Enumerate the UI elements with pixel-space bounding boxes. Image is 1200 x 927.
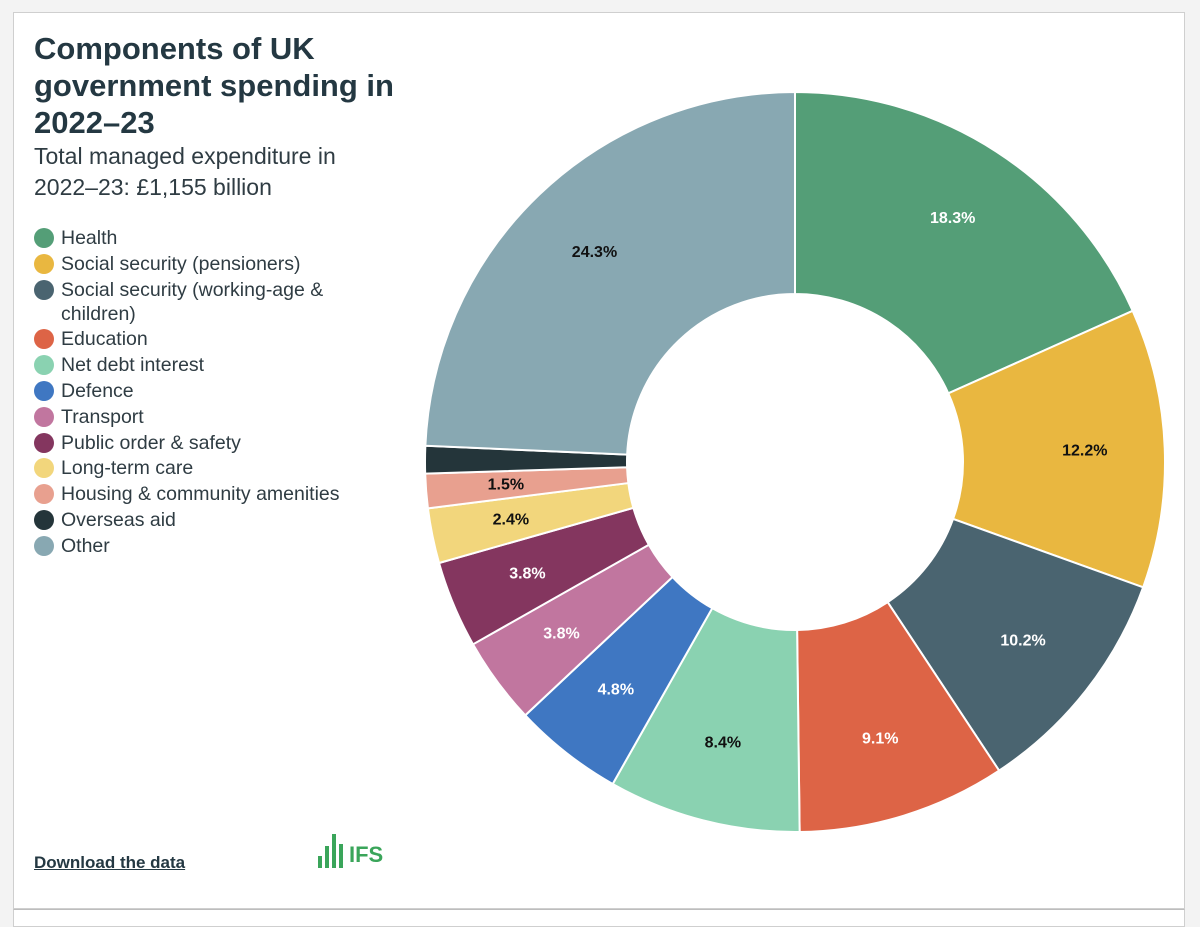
legend-label: Housing & community amenities [61, 483, 340, 506]
legend-item-social-security-working-age-children: Social security (working-age & children) [34, 278, 394, 326]
legend-swatch [34, 380, 54, 401]
slice-label-social-security-pensioners: 12.2% [1062, 443, 1107, 460]
slice-label-other: 24.3% [572, 244, 617, 261]
legend-swatch [34, 484, 54, 505]
slice-label-education: 9.1% [862, 731, 898, 748]
legend-label: Social security (pensioners) [61, 252, 301, 275]
legend-swatch [34, 228, 54, 248]
slice-label-housing-community-amenities: 1.5% [488, 476, 524, 493]
legend-item-social-security-pensioners: Social security (pensioners) [34, 252, 394, 276]
legend: Health Social security (pensioners) Social… [34, 226, 394, 560]
legend-label: Education [61, 328, 148, 351]
ifs-logo-text: IFS [349, 842, 384, 867]
slice-label-defence: 4.8% [598, 682, 634, 699]
legend-item-public-order-safety: Public order & safety [34, 431, 394, 455]
legend-item-health: Health [34, 226, 394, 250]
legend-swatch [34, 458, 54, 479]
slice-label-social-security-working-age-children: 10.2% [1000, 633, 1045, 650]
slice-label-long-term-care: 2.4% [493, 511, 529, 528]
legend-item-overseas-aid: Overseas aid [34, 508, 394, 532]
legend-swatch [34, 432, 54, 453]
legend-label: Transport [61, 405, 144, 428]
legend-swatch [34, 535, 54, 556]
chart-subtitle: Total managed expenditure in 2022–23: £1… [34, 143, 336, 200]
legend-swatch [34, 355, 54, 376]
slice-label-health: 18.3% [930, 210, 975, 227]
legend-swatch [34, 253, 54, 274]
legend-label: Net debt interest [61, 354, 205, 377]
legend-item-housing-community-amenities: Housing & community amenities [34, 482, 394, 506]
ifs-logo-bars-icon [318, 832, 343, 868]
legend-label: Public order & safety [61, 431, 241, 454]
legend-label: Overseas aid [61, 508, 176, 531]
legend-label: Long-term care [61, 457, 194, 480]
legend-swatch [34, 279, 54, 300]
legend-item-transport: Transport [34, 405, 394, 429]
legend-label: Health [61, 227, 118, 249]
slice-label-transport: 3.8% [543, 625, 579, 642]
legend-swatch [34, 329, 54, 350]
legend-label: Other [61, 534, 110, 557]
legend-label: Defence [61, 379, 134, 402]
slice-social-security-pensioners[interactable] [947, 309, 1166, 589]
legend-swatch [34, 406, 54, 427]
slice-label-public-order-safety: 3.8% [509, 565, 545, 582]
legend-item-net-debt-interest: Net debt interest [34, 353, 394, 377]
legend-item-defence: Defence [34, 379, 394, 403]
download-data-link[interactable]: Download the data [34, 853, 186, 872]
slice-education[interactable] [796, 600, 1001, 833]
legend-swatch [34, 509, 54, 530]
slice-label-net-debt-interest: 8.4% [705, 734, 741, 751]
legend-item-education: Education [34, 327, 394, 351]
legend-label: Social security (working-age & children) [61, 278, 324, 325]
slice-other[interactable] [424, 90, 796, 456]
legend-item-long-term-care: Long-term care [34, 456, 394, 480]
legend-item-other: Other [34, 534, 394, 558]
slice-social-security-working-age-children[interactable] [886, 517, 1145, 772]
ifs-logo: IFS [318, 832, 383, 868]
chart-title: Components of UK government spending in … [34, 31, 394, 140]
slice-health[interactable] [794, 90, 1135, 395]
